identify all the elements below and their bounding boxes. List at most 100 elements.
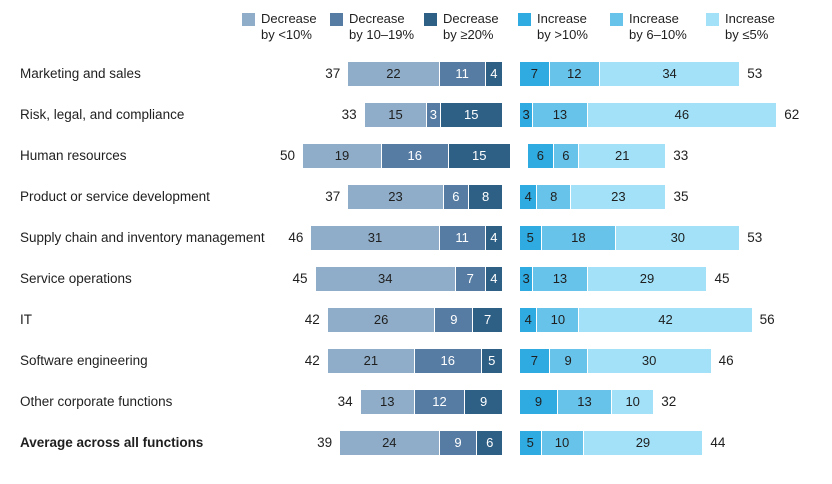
bar-segment-increase-0: 4 xyxy=(520,184,537,209)
bar-segment-decrease-1: 7 xyxy=(455,266,485,291)
bar-segment-decrease-2: 4 xyxy=(485,225,502,250)
increase-total: 44 xyxy=(710,435,726,450)
decrease-total: 42 xyxy=(304,312,320,327)
bar-segment-decrease-0: 23 xyxy=(348,184,443,209)
chart-legend: Decrease by <10% Decrease by 10–19% Decrease… xyxy=(0,11,832,51)
chart-rows: Marketing and sales 37 22 11 4 7 12 34 53 Risk, l… xyxy=(0,53,832,463)
row-label: Human resources xyxy=(20,147,127,163)
bar-segment-increase-2: 29 xyxy=(583,430,703,455)
decrease-bar-zone: 45 34 7 4 xyxy=(280,266,502,291)
bar-segment-increase-2: 42 xyxy=(579,307,752,332)
increase-total: 35 xyxy=(673,189,689,204)
bar-segment-increase-1: 13 xyxy=(557,389,612,414)
decrease-bar-zone: 39 24 9 6 xyxy=(280,430,502,455)
increase-total: 53 xyxy=(747,230,763,245)
bar-segment-decrease-0: 13 xyxy=(360,389,414,414)
row-label: Supply chain and inventory management xyxy=(20,229,265,245)
bar-segment-decrease-2: 4 xyxy=(485,61,502,86)
decrease-bar-zone: 33 15 3 15 xyxy=(280,102,502,127)
legend-swatch-icon xyxy=(610,13,623,26)
bar-segment-decrease-2: 15 xyxy=(448,143,511,168)
bar-segment-increase-1: 8 xyxy=(537,184,571,209)
bar-segment-decrease-2: 8 xyxy=(469,184,502,209)
decrease-bar-zone: 37 22 11 4 xyxy=(280,61,502,86)
increase-segments: 3 13 29 xyxy=(520,266,707,291)
bar-segment-decrease-1: 12 xyxy=(414,389,465,414)
bar-segment-increase-2: 23 xyxy=(571,184,666,209)
bar-segment-increase-0: 7 xyxy=(520,348,549,373)
bar-segment-increase-1: 12 xyxy=(549,61,599,86)
bar-segment-increase-2: 30 xyxy=(616,225,740,250)
increase-total: 53 xyxy=(747,66,763,81)
legend-swatch-icon xyxy=(706,13,719,26)
decrease-total: 37 xyxy=(325,66,341,81)
bar-segment-increase-2: 10 xyxy=(612,389,654,414)
legend-item-decrease-0: Decrease by <10% xyxy=(242,11,317,43)
bar-segment-increase-2: 21 xyxy=(579,143,666,168)
legend-swatch-icon xyxy=(518,13,531,26)
chart-row: Service operations 45 34 7 4 3 13 29 45 xyxy=(0,258,832,299)
decrease-segments: 21 16 5 xyxy=(327,348,502,373)
bar-segment-increase-1: 13 xyxy=(533,102,587,127)
row-label: Average across all functions xyxy=(20,434,204,450)
decrease-segments: 15 3 15 xyxy=(364,102,502,127)
legend-label: Increase by ≤5% xyxy=(725,11,775,42)
increase-segments: 4 8 23 xyxy=(520,184,666,209)
chart-row: Supply chain and inventory management 46 3… xyxy=(0,217,832,258)
bar-segment-decrease-0: 26 xyxy=(327,307,435,332)
increase-bar-zone: 5 18 30 53 xyxy=(520,225,832,250)
chart-row: Other corporate functions 34 13 12 9 9 13 10 32 xyxy=(0,381,832,422)
row-label: Other corporate functions xyxy=(20,393,173,409)
increase-total: 33 xyxy=(673,148,689,163)
bar-segment-increase-2: 46 xyxy=(587,102,777,127)
decrease-bar-zone: 34 13 12 9 xyxy=(280,389,502,414)
legend-label: Decrease by ≥20% xyxy=(443,11,499,42)
bar-segment-increase-0: 6 xyxy=(528,143,553,168)
decrease-bar-zone: 42 21 16 5 xyxy=(280,348,502,373)
increase-segments: 3 13 46 xyxy=(520,102,777,127)
bar-segment-decrease-0: 19 xyxy=(303,143,381,168)
decrease-total: 45 xyxy=(292,271,308,286)
chart-row: Average across all functions 39 24 9 6 5 10 29 4… xyxy=(0,422,832,463)
legend-label: Decrease by <10% xyxy=(261,11,317,42)
bar-segment-increase-2: 29 xyxy=(587,266,707,291)
bar-segment-decrease-1: 11 xyxy=(439,225,485,250)
bar-segment-decrease-0: 24 xyxy=(340,430,439,455)
decrease-bar-zone: 50 19 16 15 xyxy=(280,143,511,168)
increase-segments: 7 12 34 xyxy=(520,61,740,86)
legend-item-increase-2: Increase by ≤5% xyxy=(706,11,775,43)
bar-segment-decrease-0: 34 xyxy=(315,266,455,291)
bar-segment-increase-2: 30 xyxy=(587,348,711,373)
chart-row: Product or service development 37 23 6 8 4 8 23… xyxy=(0,176,832,217)
increase-bar-zone: 7 12 34 53 xyxy=(520,61,832,86)
row-label: Risk, legal, and compliance xyxy=(20,106,185,122)
bar-segment-decrease-2: 7 xyxy=(473,307,502,332)
increase-bar-zone: 6 6 21 33 xyxy=(528,143,832,168)
increase-bar-zone: 4 8 23 35 xyxy=(520,184,832,209)
legend-swatch-icon xyxy=(242,13,255,26)
bar-segment-increase-0: 5 xyxy=(520,430,541,455)
bar-segment-decrease-1: 3 xyxy=(427,102,440,127)
decrease-total: 39 xyxy=(317,435,333,450)
increase-segments: 5 18 30 xyxy=(520,225,740,250)
chart-row: IT 42 26 9 7 4 10 42 56 xyxy=(0,299,832,340)
bar-segment-decrease-1: 11 xyxy=(439,61,485,86)
chart-row: Human resources 50 19 16 15 6 6 21 33 xyxy=(0,135,832,176)
row-label: Service operations xyxy=(20,270,132,286)
decrease-bar-zone: 46 31 11 4 xyxy=(280,225,502,250)
bar-segment-increase-0: 9 xyxy=(520,389,557,414)
increase-bar-zone: 9 13 10 32 xyxy=(520,389,832,414)
increase-total: 45 xyxy=(714,271,730,286)
bar-segment-decrease-1: 16 xyxy=(381,143,448,168)
decrease-segments: 22 11 4 xyxy=(348,61,502,86)
row-label: Product or service development xyxy=(20,188,210,204)
increase-total: 56 xyxy=(759,312,775,327)
increase-bar-zone: 3 13 46 62 xyxy=(520,102,832,127)
increase-total: 46 xyxy=(718,353,734,368)
bar-segment-decrease-1: 9 xyxy=(439,430,477,455)
decrease-segments: 31 11 4 xyxy=(311,225,502,250)
decrease-segments: 26 9 7 xyxy=(327,307,502,332)
decrease-total: 42 xyxy=(304,353,320,368)
increase-total: 32 xyxy=(661,394,677,409)
